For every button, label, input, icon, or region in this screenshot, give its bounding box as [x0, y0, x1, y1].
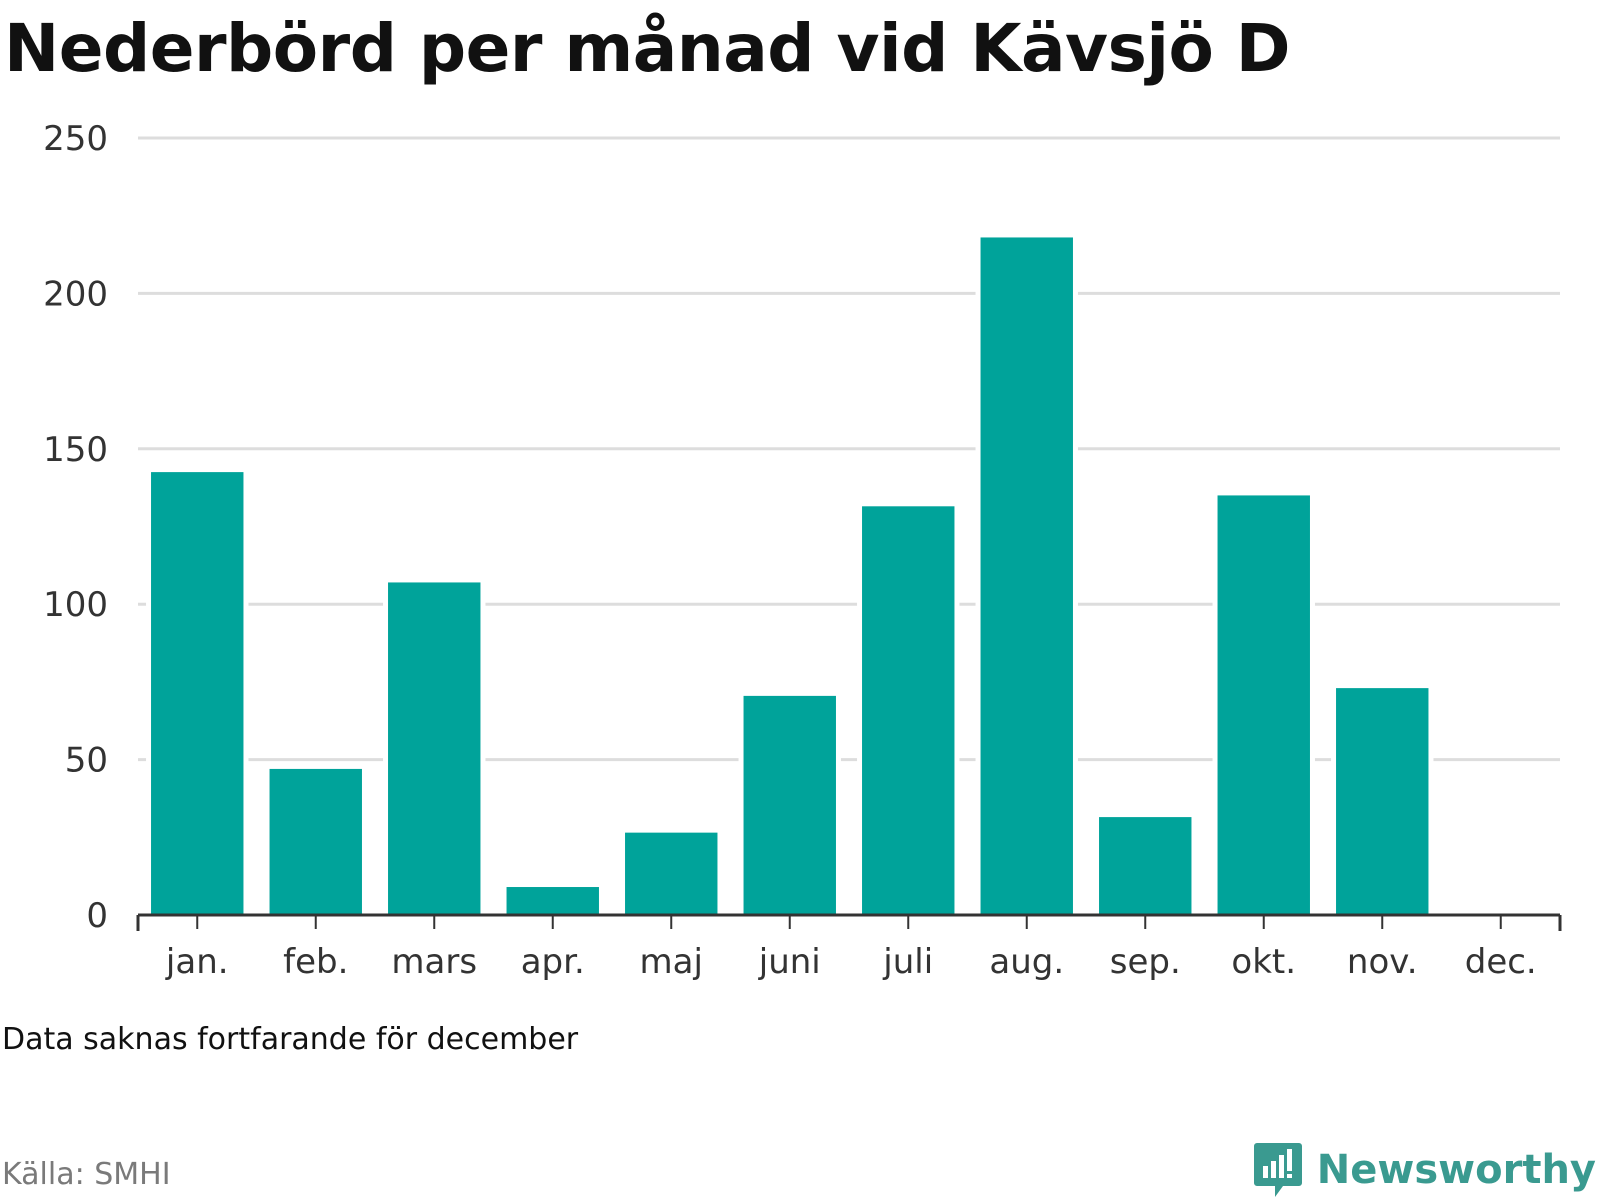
gridlines [138, 136, 1560, 762]
bar [151, 472, 244, 915]
chart-note: Data saknas fortfarande för december [2, 1022, 579, 1057]
y-tick-label: 250 [43, 119, 108, 159]
x-tick-label: mars [391, 942, 477, 982]
x-axis-labels: jan. feb. mars apr. maj juni juli aug. sep. okt. n… [165, 942, 1537, 982]
x-tick-label: juni [758, 942, 821, 982]
brand: Newsworthy [1253, 1141, 1596, 1199]
chart-title: Nederbörd per månad vid Kävsjö D [4, 10, 1291, 87]
y-tick-label: 200 [43, 274, 108, 314]
bar [743, 695, 836, 915]
x-tick-label: aug. [989, 942, 1064, 982]
y-tick-label: 0 [86, 896, 108, 936]
bar [1336, 688, 1429, 915]
source-label: Källa: SMHI [2, 1157, 171, 1192]
bar [625, 832, 718, 915]
y-tick-label: 150 [43, 430, 108, 470]
x-tick-label: feb. [283, 942, 348, 982]
bar [980, 237, 1073, 915]
x-tick-label: dec. [1465, 942, 1537, 982]
x-tick-label: nov. [1347, 942, 1418, 982]
x-tick-label: apr. [521, 942, 585, 982]
y-axis-labels: 0 50 100 150 200 250 [43, 119, 108, 936]
bar [1099, 817, 1192, 915]
newsworthy-logo-icon [1253, 1143, 1302, 1197]
bar [506, 887, 599, 915]
x-tick-label: jan. [165, 942, 229, 982]
x-tick-label: maj [640, 942, 703, 982]
x-tick-label: okt. [1231, 942, 1296, 982]
x-axis [136, 913, 1562, 931]
bars [146, 237, 1434, 915]
y-tick-label: 50 [65, 741, 108, 781]
x-tick-label: juli [882, 942, 933, 982]
bar [269, 768, 362, 915]
bar [862, 506, 955, 915]
bar [1217, 495, 1310, 915]
x-tick-label: sep. [1110, 942, 1181, 982]
bar [388, 582, 481, 915]
y-tick-label: 100 [43, 585, 108, 625]
brand-name: Newsworthy [1316, 1147, 1596, 1193]
